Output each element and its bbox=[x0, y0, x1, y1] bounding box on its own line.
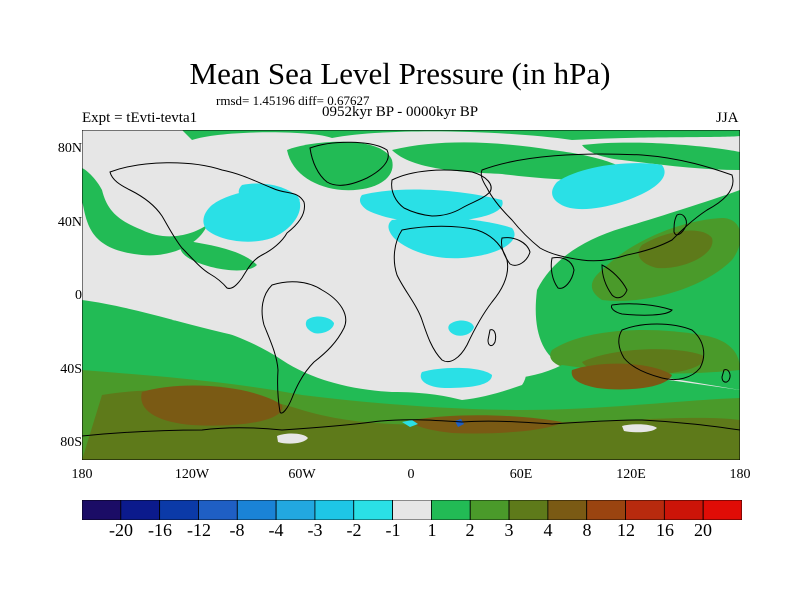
coastline-antarctica bbox=[82, 419, 740, 437]
field-blue-antarctic-speck bbox=[455, 419, 464, 427]
colorbar-label: 1 bbox=[427, 520, 437, 540]
colorbar-swatch bbox=[236, 500, 277, 520]
colorbar-label: -12 bbox=[187, 520, 211, 540]
lon-label-60e: 60E bbox=[509, 467, 533, 482]
colorbar-label: -2 bbox=[346, 520, 362, 540]
coastline-southeast-asia bbox=[601, 264, 628, 299]
lon-label-120e: 120E bbox=[616, 467, 646, 482]
field-neutral-antarctic-speck2 bbox=[622, 424, 657, 433]
pressure-anomaly-map bbox=[82, 130, 740, 460]
colorbar-swatch bbox=[702, 500, 742, 520]
coastline-india bbox=[550, 257, 575, 289]
lon-label-180e: 180 bbox=[729, 467, 751, 482]
colorbar-label: -8 bbox=[229, 520, 245, 540]
colorbar-label: -20 bbox=[109, 520, 133, 540]
coastline-japan bbox=[673, 213, 687, 236]
colorbar-swatch bbox=[198, 500, 238, 520]
colorbar-label: 20 bbox=[694, 520, 712, 540]
field-green-siberia bbox=[582, 142, 740, 170]
colorbar-swatch bbox=[469, 500, 510, 520]
field-green-arctic bbox=[182, 130, 740, 140]
colorbar-label: 3 bbox=[504, 520, 514, 540]
stats-label: rmsd= 1.45196 diff= 0.67627 bbox=[216, 93, 370, 108]
field-cyan-africa bbox=[448, 320, 474, 336]
lon-label-180w: 180 bbox=[71, 467, 93, 482]
field-neutral-antarctic-speck bbox=[277, 433, 308, 444]
coastline-arabia bbox=[501, 237, 531, 266]
colorbar-label: 12 bbox=[617, 520, 635, 540]
field-green-npacific bbox=[82, 168, 207, 256]
period-label: 0952kyr BP - 0000kyr BP bbox=[322, 104, 479, 120]
colorbar-label: -1 bbox=[385, 520, 401, 540]
colorbar-swatch bbox=[663, 500, 704, 520]
field-green-central-america bbox=[180, 240, 257, 271]
colorbar-label: -16 bbox=[148, 520, 172, 540]
field-green-eurasia-north bbox=[392, 142, 628, 181]
field-brown-indian bbox=[571, 363, 672, 390]
field-cyan-south-america bbox=[305, 316, 334, 334]
colorbar bbox=[82, 500, 742, 520]
colorbar-label: 8 bbox=[582, 520, 592, 540]
colorbar-swatch bbox=[547, 500, 588, 520]
colorbar-swatch bbox=[586, 500, 626, 520]
lat-label-40s: 40S bbox=[60, 362, 82, 377]
coastline-madagascar bbox=[487, 329, 497, 347]
colorbar-swatch bbox=[275, 500, 316, 520]
colorbar-swatch bbox=[392, 500, 432, 520]
colorbar-swatch bbox=[625, 500, 665, 520]
season-label: JJA bbox=[716, 110, 739, 126]
field-cyan-antarctic-speck bbox=[402, 420, 418, 427]
coastline-south-america bbox=[261, 281, 347, 414]
field-brown-south-pacific bbox=[141, 385, 283, 426]
coastline-north-america bbox=[109, 162, 305, 289]
coastline-greenland bbox=[309, 141, 389, 186]
coastline-australia bbox=[618, 323, 705, 381]
colorbar-swatch bbox=[82, 500, 122, 520]
coastline-europe bbox=[391, 169, 492, 217]
colorbar-swatch bbox=[508, 500, 549, 520]
lat-label-80n: 80N bbox=[57, 141, 82, 156]
coastline-asia bbox=[480, 153, 734, 262]
colorbar-swatch bbox=[120, 500, 161, 520]
lat-label-eq: 0 bbox=[75, 288, 82, 303]
field-cyan-south-atlantic bbox=[420, 367, 492, 388]
colorbar-label: -4 bbox=[268, 520, 284, 540]
lon-label-120w: 120W bbox=[174, 467, 210, 482]
field-cyan-east-asia bbox=[552, 163, 665, 210]
coastline-new-zealand bbox=[721, 369, 731, 383]
lat-label-40n: 40N bbox=[57, 215, 82, 230]
coastline-indonesia bbox=[611, 303, 673, 316]
colorbar-swatch bbox=[159, 500, 199, 520]
colorbar-label: 2 bbox=[465, 520, 475, 540]
experiment-label: Expt = tEvti-tevta1 bbox=[82, 110, 198, 126]
colorbar-label: -3 bbox=[307, 520, 323, 540]
lon-label-60w: 60W bbox=[288, 467, 316, 482]
field-cyan-canada bbox=[238, 183, 300, 207]
colorbar-label: 4 bbox=[543, 520, 553, 540]
lat-label-80s: 80S bbox=[60, 435, 82, 450]
map-title: Mean Sea Level Pressure (in hPa) bbox=[189, 56, 611, 91]
colorbar-swatch bbox=[314, 500, 355, 520]
field-cyan-europe bbox=[359, 189, 503, 223]
coastline-africa bbox=[393, 225, 509, 363]
colorbar-swatch bbox=[431, 500, 471, 520]
colorbar-swatch bbox=[353, 500, 393, 520]
lon-label-0: 0 bbox=[407, 467, 415, 482]
field-brown-antarctic bbox=[412, 415, 562, 434]
colorbar-label: 16 bbox=[656, 520, 674, 540]
field-olive-wpacific bbox=[638, 230, 713, 269]
